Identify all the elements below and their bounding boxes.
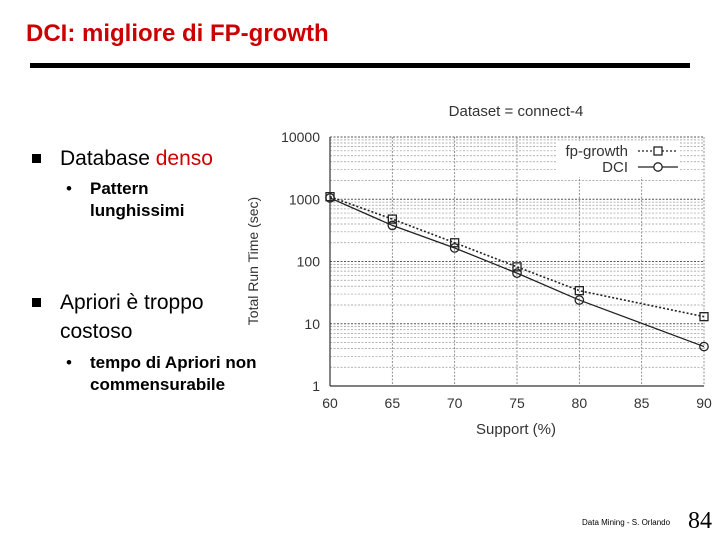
x-tick-label: 80 xyxy=(572,395,588,411)
x-tick-label: 90 xyxy=(696,395,712,411)
square-bullet-icon xyxy=(32,298,41,307)
y-tick-label: 100 xyxy=(297,254,321,270)
x-tick-label: 65 xyxy=(385,395,401,411)
dot-bullet-icon: • xyxy=(66,179,72,198)
legend-marker-square xyxy=(653,146,663,156)
sub-bullet-pattern-text: Pattern lunghissimi xyxy=(90,179,185,220)
data-point-circle xyxy=(512,268,522,278)
x-axis-label: Support (%) xyxy=(476,421,556,438)
data-point-circle xyxy=(325,193,335,203)
data-point-circle xyxy=(387,220,398,231)
sub-bullet-apriori-time: • tempo di Apriori non commensurabile xyxy=(66,352,260,396)
legend-label: fp-growth xyxy=(565,143,628,160)
x-tick-label: 70 xyxy=(447,395,463,411)
data-point-square xyxy=(699,312,709,322)
x-tick-label: 75 xyxy=(509,395,525,411)
dot-bullet-icon: • xyxy=(66,353,72,372)
bullet-apriori-text: Apriori è troppo costoso xyxy=(60,291,204,343)
x-tick-label: 85 xyxy=(634,395,650,411)
data-point-square xyxy=(450,238,460,248)
bullet-database: Database denso xyxy=(32,144,213,173)
footer-credit: Data Mining - S. Orlando xyxy=(582,518,671,527)
y-axis-label: Total Run Time (sec) xyxy=(245,197,261,325)
sub-bullet-pattern: • Pattern lunghissimi xyxy=(66,178,230,222)
series-line-dci xyxy=(329,197,705,348)
data-point-square xyxy=(387,214,397,224)
x-tick-label: 60 xyxy=(322,395,338,411)
y-tick-label: 10 xyxy=(304,316,320,332)
chart-title: Dataset = connect-4 xyxy=(449,103,584,120)
square-bullet-icon xyxy=(32,154,41,163)
data-point-circle xyxy=(574,295,585,305)
slide-title: DCI: migliore di FP-growth xyxy=(26,20,329,47)
y-tick-label: 1 xyxy=(312,378,320,394)
data-point-square xyxy=(574,286,584,296)
sub-bullet-apriori-time-text: tempo di Apriori non commensurabile xyxy=(90,353,257,394)
y-tick-label: 1000 xyxy=(289,191,320,207)
data-point-circle xyxy=(699,341,709,352)
bullet-database-text: Database xyxy=(60,147,156,170)
data-point-square xyxy=(512,262,522,272)
title-divider xyxy=(30,63,690,68)
page-number: 84 xyxy=(688,508,712,534)
y-tick-label: 10000 xyxy=(281,129,320,145)
bullet-database-highlight: denso xyxy=(155,147,213,170)
data-point-circle xyxy=(449,243,460,253)
legend-marker-circle xyxy=(653,162,663,172)
legend-label: DCI xyxy=(602,159,628,176)
bullet-apriori: Apriori è troppo costoso xyxy=(32,288,240,346)
